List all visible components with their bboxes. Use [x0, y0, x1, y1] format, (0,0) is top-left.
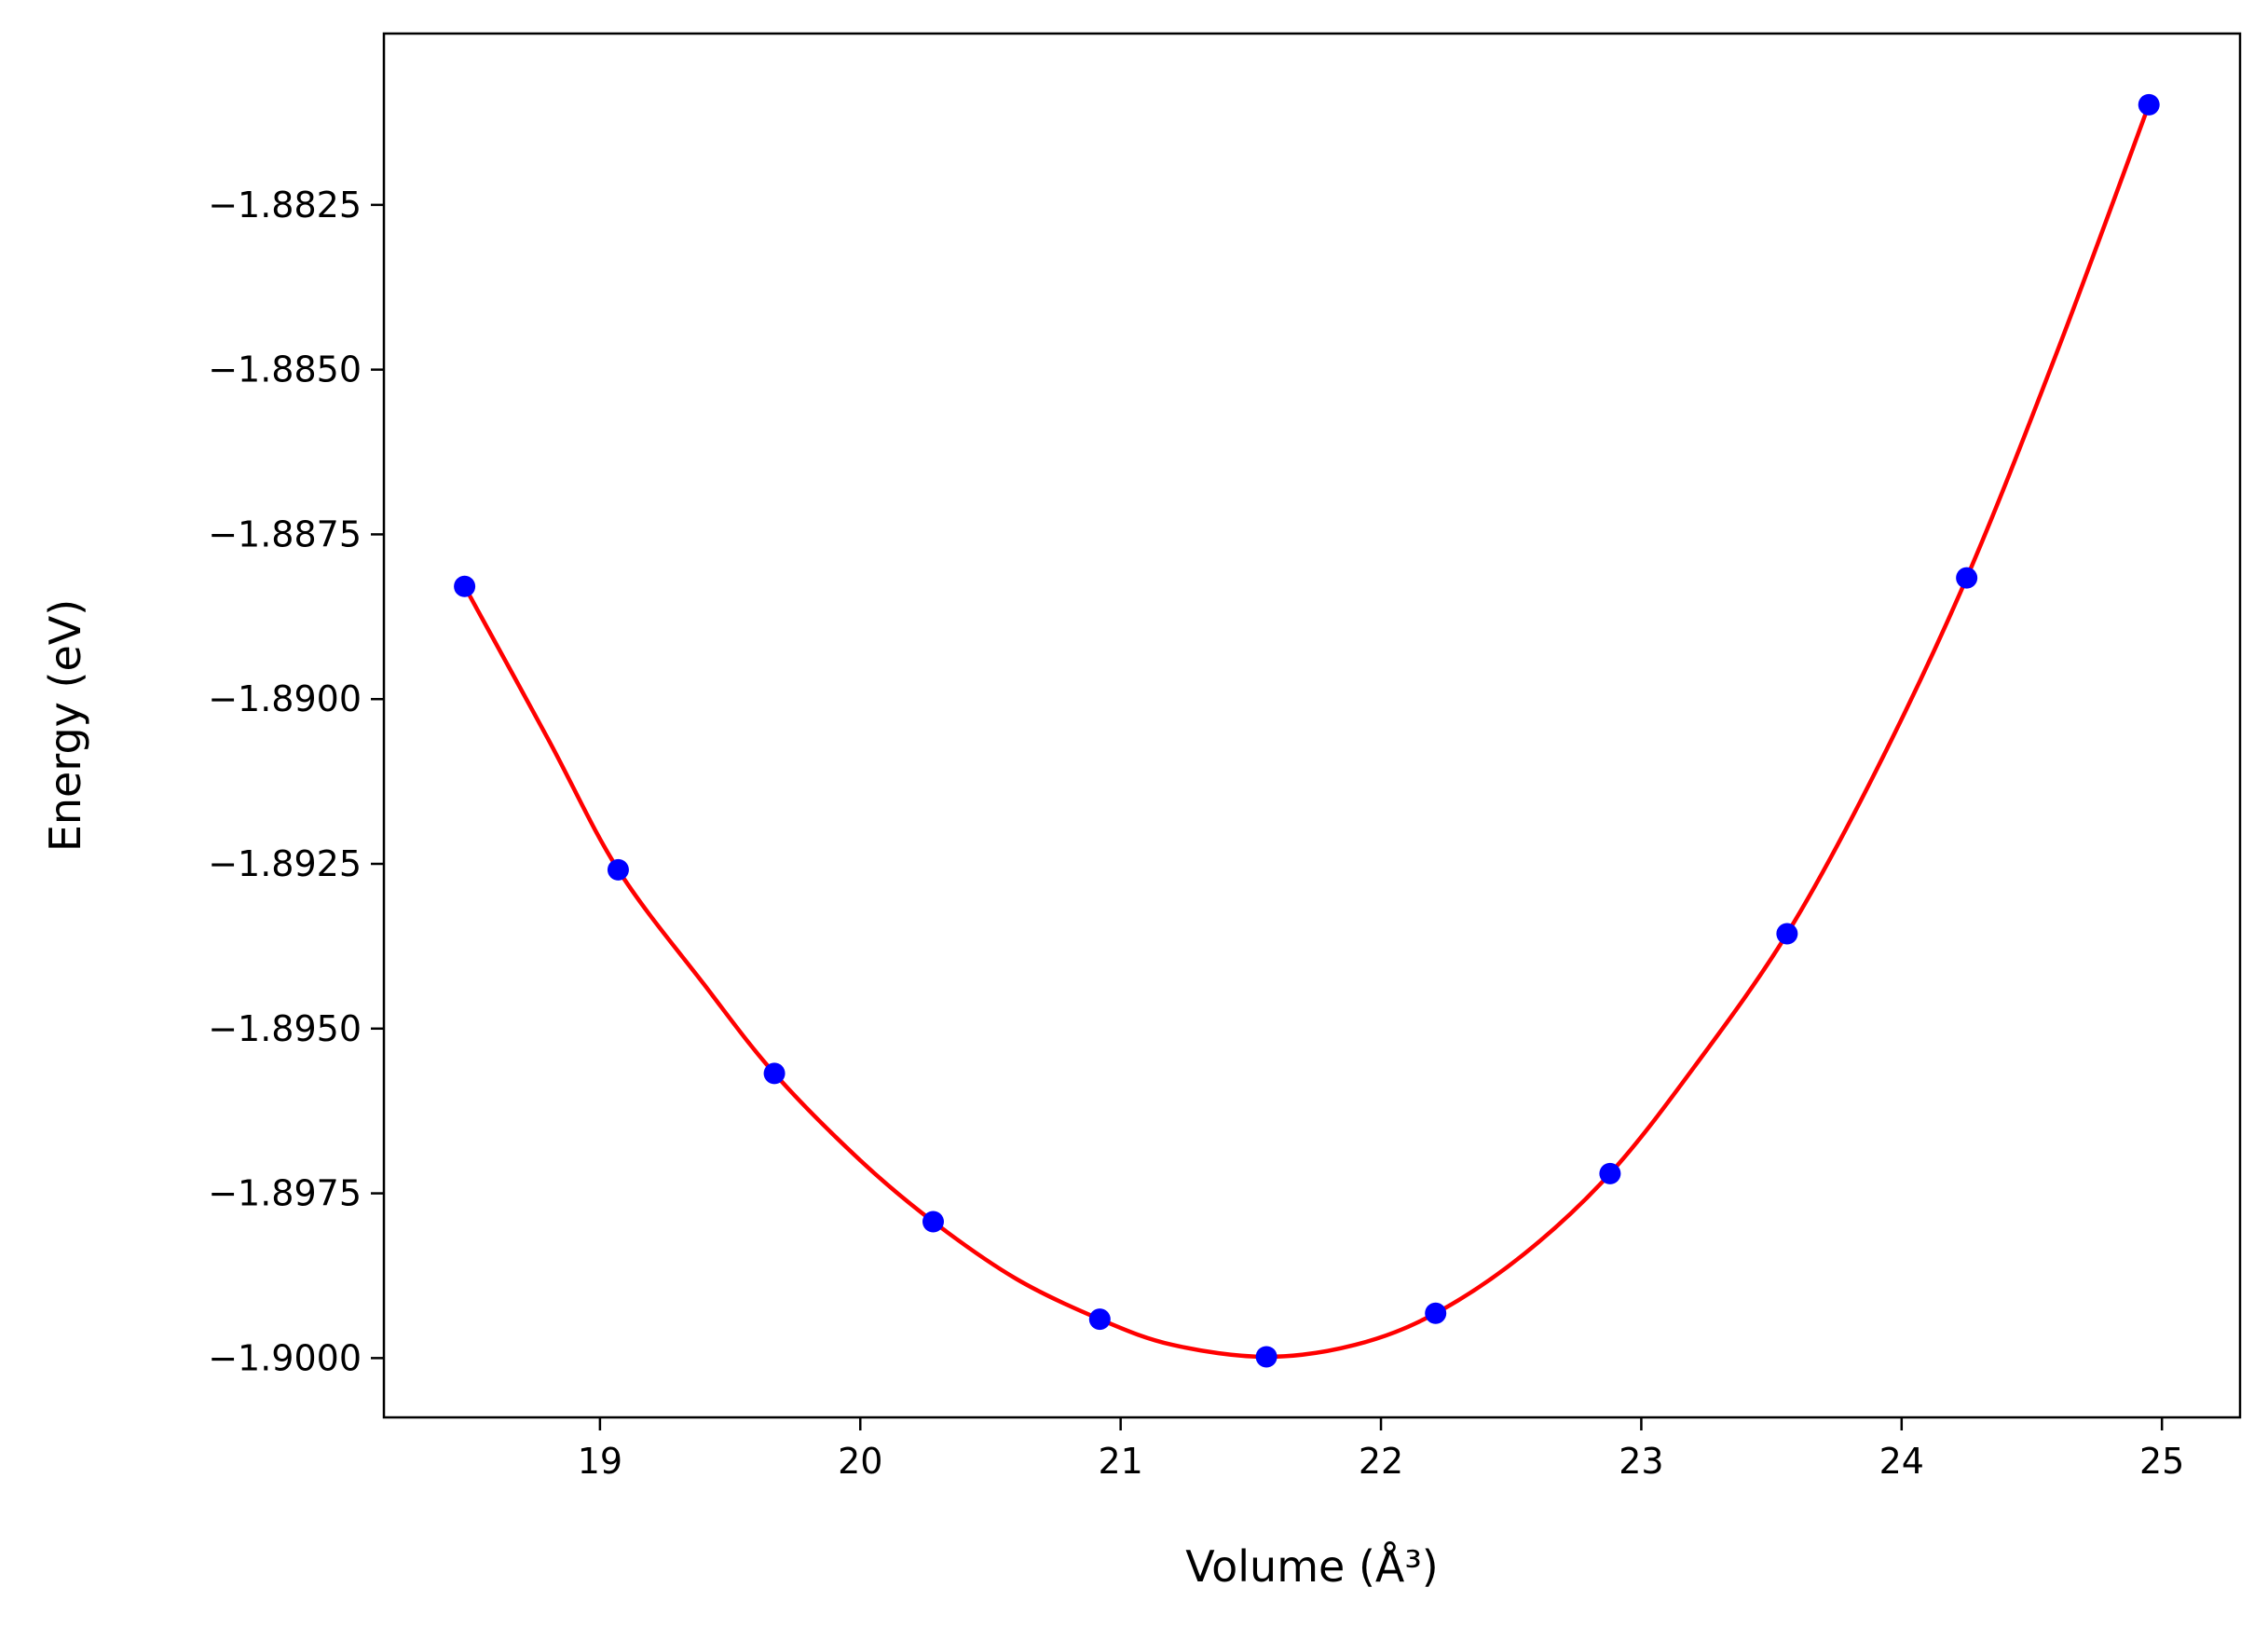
data-point — [763, 1062, 786, 1085]
y-tick-label: −1.8875 — [208, 513, 362, 554]
x-tick-label: 24 — [1879, 1441, 1924, 1482]
x-axis-title: Volume (Å³) — [1185, 1541, 1439, 1592]
data-point — [1776, 923, 1798, 945]
data-point — [1425, 1302, 1447, 1324]
y-tick-label: −1.8975 — [208, 1173, 362, 1214]
data-point — [1599, 1162, 1621, 1184]
y-tick-label: −1.8900 — [208, 678, 362, 719]
x-tick-label: 19 — [578, 1441, 622, 1482]
y-axis-title-unit: (eV) — [40, 599, 90, 689]
x-axis-title-unit: (Å³) — [1359, 1541, 1439, 1592]
y-tick-label: −1.9000 — [208, 1337, 362, 1378]
y-tick-label: −1.8925 — [208, 843, 362, 884]
plot-area — [454, 93, 2160, 1368]
data-point — [1956, 567, 1978, 589]
x-tick-label: 23 — [1619, 1441, 1663, 1482]
y-axis: −1.8825 −1.8850 −1.8875 −1.8900 −1.8925 −1.89… — [208, 185, 384, 1378]
data-point — [1088, 1308, 1111, 1331]
y-tick-label: −1.8825 — [208, 185, 362, 226]
data-point — [1255, 1346, 1277, 1368]
data-point — [922, 1211, 944, 1233]
x-tick-label: 22 — [1359, 1441, 1403, 1482]
plot-frame — [382, 32, 2242, 1419]
y-axis-title-text: Energy — [40, 702, 90, 852]
data-point — [607, 858, 629, 881]
data-point — [2138, 93, 2160, 116]
x-tick-label: 21 — [1098, 1441, 1142, 1482]
x-tick-label: 25 — [2139, 1441, 2184, 1482]
y-tick-label: −1.8850 — [208, 349, 362, 390]
y-axis-title: Energy (eV) — [40, 599, 90, 852]
data-point — [454, 575, 476, 597]
x-tick-label: 20 — [838, 1441, 882, 1482]
fit-curve — [462, 103, 2152, 1360]
x-axis: 19 20 21 22 23 24 25 — [578, 1417, 2184, 1482]
y-tick-label: −1.8950 — [208, 1008, 362, 1049]
x-axis-title-text: Volume — [1185, 1541, 1345, 1592]
